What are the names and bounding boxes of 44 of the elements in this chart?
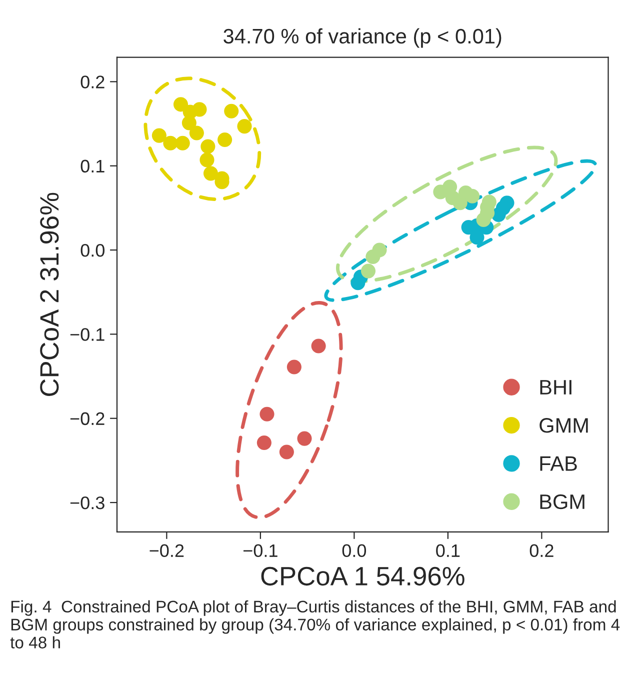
legend-label: FAB bbox=[540, 456, 577, 471]
y-tick-label: −0.3 bbox=[70, 496, 104, 510]
point bbox=[192, 102, 207, 117]
point bbox=[372, 242, 387, 258]
point bbox=[279, 444, 294, 460]
y-tick-label: −0.1 bbox=[70, 328, 104, 341]
y-tick-label: 0.2 bbox=[80, 76, 104, 88]
point bbox=[360, 264, 376, 278]
point bbox=[203, 166, 218, 181]
point bbox=[496, 200, 511, 216]
caption: Fig. 4 Constrained PCoA plot of Bray–Curtis distances of the BHI, GMM, FAB and BGM groups constrained by group (34.70% of variance explained, p < 0.01) from 4 to 48 h bbox=[10, 600, 620, 648]
point bbox=[163, 136, 178, 150]
point bbox=[200, 139, 216, 154]
point bbox=[286, 360, 302, 374]
point bbox=[311, 338, 326, 354]
legend-label: BGM bbox=[540, 494, 584, 510]
point bbox=[173, 97, 188, 112]
y-tick-label: 0.0 bbox=[80, 244, 104, 257]
point bbox=[218, 132, 232, 148]
y-tick-label: 0.1 bbox=[80, 160, 104, 173]
x-tick-label: 0.2 bbox=[530, 544, 554, 558]
y-tick-label: −0.2 bbox=[70, 412, 104, 426]
point bbox=[470, 230, 484, 245]
point bbox=[200, 152, 214, 168]
point bbox=[297, 431, 312, 446]
point bbox=[224, 104, 239, 118]
point bbox=[260, 406, 274, 422]
legend-label: BHI bbox=[540, 380, 572, 394]
x-tick-label: 0.1 bbox=[436, 544, 460, 558]
x-tick-label: 0.0 bbox=[342, 544, 366, 558]
point bbox=[465, 188, 480, 204]
point bbox=[189, 126, 204, 140]
x-tick-label: −0.2 bbox=[150, 544, 184, 558]
chart-title: 34.70 % of variance (p < 0.01) bbox=[224, 28, 502, 48]
legend-label: GMM bbox=[540, 418, 588, 433]
y-axis-title: CPCoA 2 31.96% bbox=[40, 192, 59, 396]
x-tick-label: −0.1 bbox=[244, 544, 278, 558]
point bbox=[152, 128, 166, 143]
point bbox=[175, 136, 190, 150]
point bbox=[237, 119, 252, 134]
x-axis-title: CPCoA 1 54.96% bbox=[261, 566, 464, 586]
point bbox=[182, 116, 196, 130]
point bbox=[256, 435, 272, 450]
point bbox=[476, 212, 491, 227]
